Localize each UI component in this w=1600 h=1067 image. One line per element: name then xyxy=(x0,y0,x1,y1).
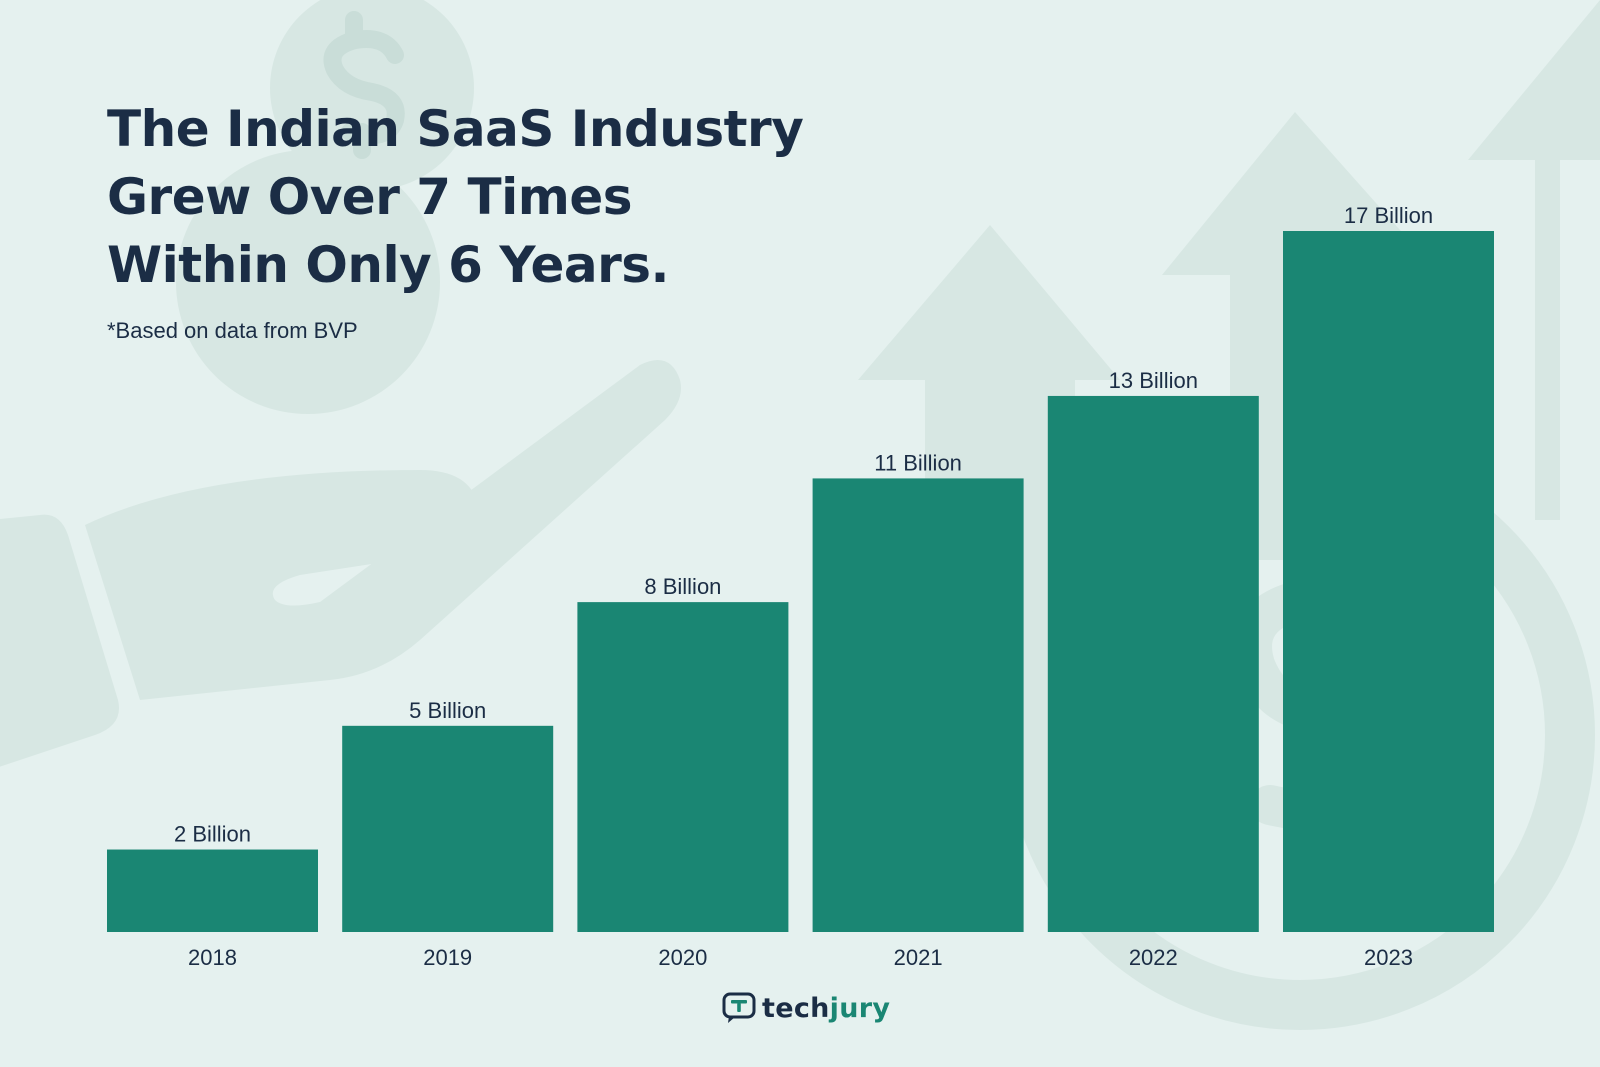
x-tick-label-2021: 2021 xyxy=(894,945,943,970)
title-line-3: Within Only 6 Years. xyxy=(107,236,670,294)
data-label-2022: 13 Billion xyxy=(1109,368,1198,393)
data-label-2023: 17 Billion xyxy=(1344,203,1433,228)
x-tick-label-2020: 2020 xyxy=(658,945,707,970)
bar-2020 xyxy=(577,602,789,932)
data-label-2021: 11 Billion xyxy=(874,450,962,475)
logo-text-tech: tech xyxy=(762,992,830,1024)
data-label-2018: 2 Billion xyxy=(174,822,251,847)
title-line-2: Grew Over 7 Times xyxy=(107,168,633,226)
chart-title: The Indian SaaS Industry Grew Over 7 Tim… xyxy=(107,95,827,299)
logo-text-jury: jury xyxy=(829,992,891,1024)
data-label-2019: 5 Billion xyxy=(409,698,486,723)
bar-2019 xyxy=(342,725,554,932)
hand-icon xyxy=(0,360,681,767)
bar-2018 xyxy=(107,849,318,932)
x-tick-label-2023: 2023 xyxy=(1364,945,1413,970)
chat-bubble-icon xyxy=(722,992,756,1023)
x-tick-label-2022: 2022 xyxy=(1129,945,1178,970)
chart-subtitle: *Based on data from BVP xyxy=(107,318,358,343)
bar-2021 xyxy=(812,478,1024,932)
logo-text: techjury xyxy=(762,993,890,1024)
techjury-logo: techjury xyxy=(722,990,890,1026)
x-tick-label-2019: 2019 xyxy=(423,945,472,970)
bar-2023 xyxy=(1283,231,1494,932)
x-tick-label-2018: 2018 xyxy=(188,945,237,970)
title-line-1: The Indian SaaS Industry xyxy=(107,100,804,158)
dollar-sign-icon xyxy=(323,11,405,159)
data-label-2020: 8 Billion xyxy=(644,574,721,599)
bar-2022 xyxy=(1047,395,1259,932)
